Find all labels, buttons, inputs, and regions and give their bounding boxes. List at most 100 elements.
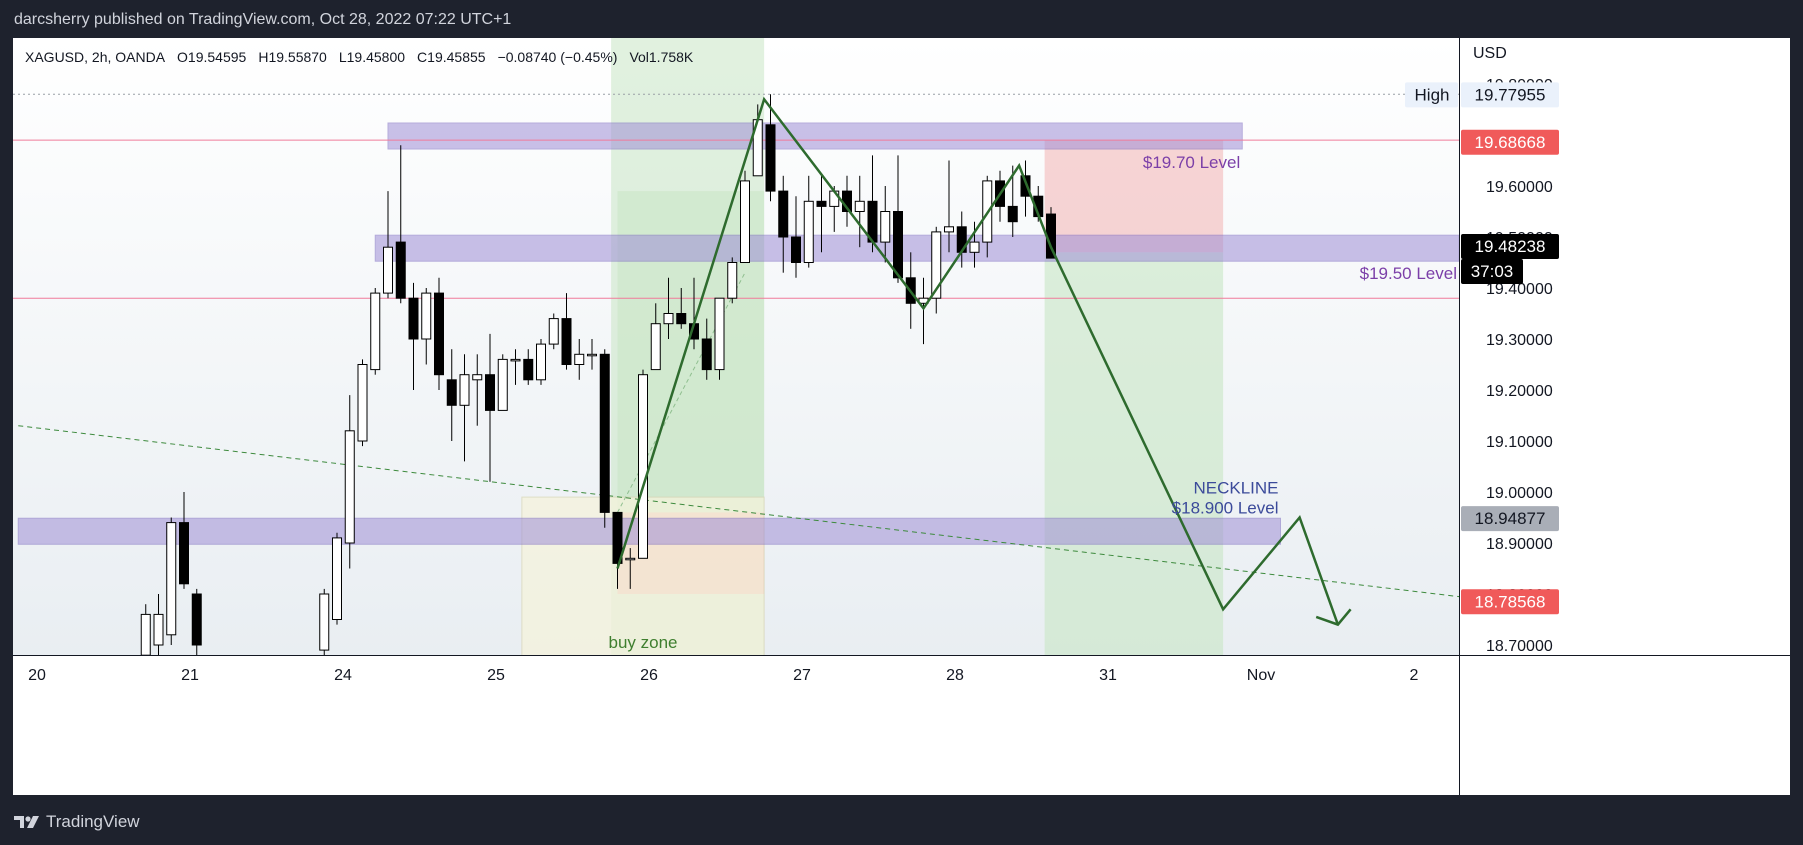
candle-up [472,374,483,381]
level-band-2[interactable] [374,234,1460,262]
legend-symbol[interactable]: XAGUSD, 2h, OANDA [25,49,166,65]
candle-up [383,246,393,294]
price-tag-19.48238[interactable]: 19.48238 37:03 [1461,233,1559,284]
candle-up [587,353,597,357]
neckline-level-label: $18.900 Level [1172,498,1279,517]
legend-low: L19.45800 [338,49,406,65]
candle-down [561,318,572,366]
candle-up [714,297,725,371]
time-tick-label: 25 [487,667,505,684]
price-tag-value: 18.78568 [1475,592,1546,611]
candle-up [421,292,432,340]
candle-up [497,358,508,411]
price-tick-label: 19.00000 [1486,485,1553,502]
candle-up [319,593,330,651]
candle-down [599,353,610,513]
price-tag-box [1461,589,1559,615]
price-tag-box [1461,129,1559,155]
level-label-19-50: $19.50 Level [1360,264,1457,283]
level-label-19-70: $19.70 Level [1143,153,1240,172]
candlestick-chart[interactable]: $19.70 Level $19.50 Level NECKLINE$18.900 … [13,38,1790,795]
time-tick-label: 20 [28,667,46,684]
dashed-trendline[interactable] [18,425,1523,605]
price-tag-18.78568[interactable]: 18.78568 [1461,589,1559,615]
candle-up [166,522,177,636]
short-position-stop-zone [1044,140,1224,253]
candle-up [740,180,750,263]
candle-up [536,343,546,381]
bar-countdown: 37:03 [1471,262,1514,281]
candle-up [510,358,521,362]
price-tags-layer: 19.77955 High 19.68668 19.48238 37:03 18.9487… [1405,82,1559,615]
candle-up [332,537,342,620]
candle-down [434,292,444,376]
price-tick-label: 18.90000 [1486,536,1553,553]
candle-up [459,374,470,406]
time-tick-label: 21 [181,667,199,684]
footer-brand[interactable]: TradingView [46,812,140,831]
candle-up [574,353,585,365]
candle-down [1020,175,1031,197]
candle-up [638,374,648,559]
price-axis-currency: USD [1473,45,1507,62]
high-tag-label: High [1415,85,1450,104]
chart-panel[interactable]: $19.70 Level $19.50 Level NECKLINE $18.900 … [13,38,1790,795]
candle-up [854,200,865,213]
time-tick-label: 2 [1410,667,1419,684]
projection-layer [616,96,1352,627]
candle-down [778,190,789,238]
symbol-legend: XAGUSD, 2h, OANDA O19.54595 H19.55870 L19.4… [25,47,705,67]
price-tag-value: 19.68668 [1475,133,1546,152]
time-tick-label: 28 [946,667,964,684]
price-tag-19.68668[interactable]: 19.68668 [1461,129,1559,155]
candle-up [357,364,368,442]
levels-layer [17,122,1460,545]
legend-high: H19.55870 [258,49,327,65]
candle-down [523,358,534,381]
projection-arrow-head [1315,608,1352,627]
time-tick-label: Nov [1247,667,1275,684]
candle-down [408,297,419,340]
high-tag-label-box [1405,82,1458,108]
time-tick-label: 31 [1099,667,1117,684]
time-tick-label: 26 [640,667,658,684]
time-tick-label: 24 [334,667,352,684]
candle-down [485,374,495,411]
labels-layer: $19.70 Level $19.50 Level NECKLINE$18.900 … [609,153,1458,652]
price-tag-18.94877[interactable]: 18.94877 [1461,506,1559,532]
short-position-target-zone [1044,252,1224,661]
price-tag-value: 19.77955 [1475,85,1546,104]
candle-up [880,211,891,243]
projection-path[interactable] [616,96,1340,626]
candle-up [548,318,559,345]
candle-down [1007,205,1018,223]
candle-down [816,200,827,207]
price-tick-label: 19.60000 [1486,179,1553,196]
price-tag-value: 18.94877 [1475,509,1546,528]
candle-up [140,613,151,656]
level-band-1[interactable] [387,122,1243,150]
tradingview-logo-icon[interactable] [14,814,40,830]
price-axis-background [1459,38,1790,795]
time-tick-label: 27 [793,667,811,684]
publisher-line: darcsherry published on TradingView.com,… [14,11,512,28]
candle-up [931,231,942,299]
countdown-box [1461,258,1523,284]
price-tag-box [1461,233,1559,259]
candle-down [765,124,776,192]
price-tag-19.77955[interactable]: 19.77955 High [1405,82,1559,108]
price-tag-box [1461,506,1559,532]
candle-up [969,241,980,253]
price-tick-label: 19.40000 [1486,281,1553,298]
legend-close: C19.45855 [417,49,486,65]
level-band-3[interactable] [17,517,1281,545]
time-axis-background [13,655,1459,795]
time-axis: 20 21 24 25 26 27 28 31 Nov 2 [13,655,1790,795]
legend-change: −0.08740 (−0.45%) [497,49,618,65]
candle-up [370,292,381,371]
candles-layer [140,94,1056,671]
candle-up [153,613,164,646]
candle-down [676,313,687,325]
price-tick-label: 19.30000 [1486,332,1553,349]
candle-up [727,262,738,299]
